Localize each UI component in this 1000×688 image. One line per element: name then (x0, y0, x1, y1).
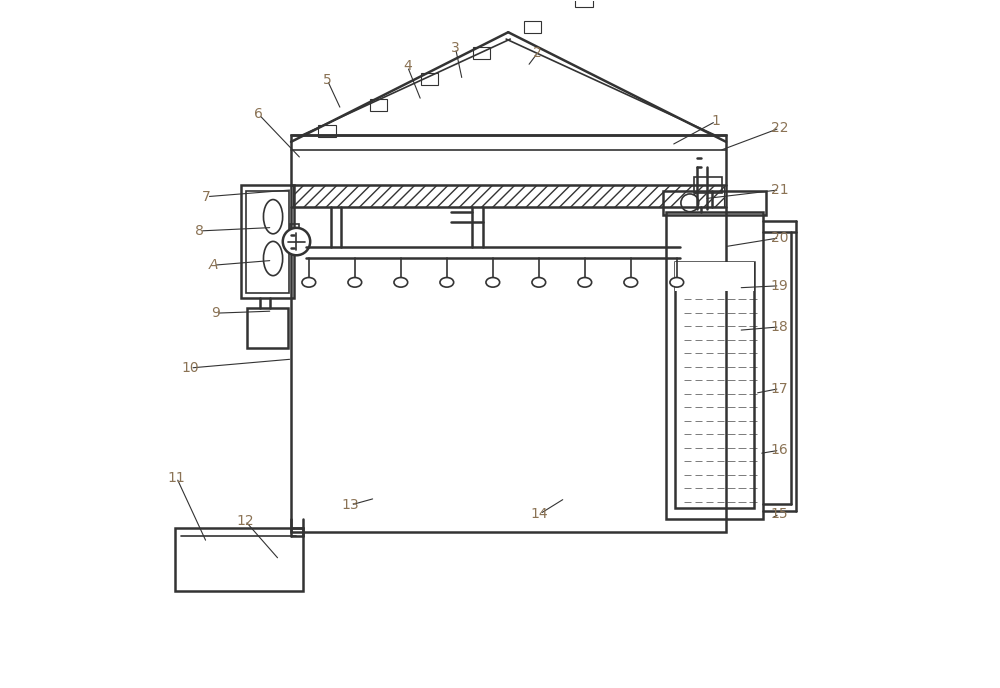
Bar (675, 261, 754, 290)
Ellipse shape (348, 277, 362, 287)
Text: 16: 16 (771, 443, 788, 458)
Ellipse shape (394, 277, 408, 287)
Text: 6: 6 (254, 107, 263, 122)
Ellipse shape (486, 277, 500, 287)
Bar (293, 185, 724, 207)
Ellipse shape (624, 277, 638, 287)
Text: 8: 8 (195, 224, 204, 238)
Text: 5: 5 (323, 73, 332, 87)
Text: 7: 7 (202, 190, 211, 204)
Bar (246, 191, 289, 292)
Text: A: A (209, 258, 218, 272)
Bar (524, 21, 541, 33)
Ellipse shape (532, 277, 546, 287)
Text: 22: 22 (771, 121, 788, 135)
Text: 19: 19 (771, 279, 788, 293)
Text: 15: 15 (771, 507, 788, 521)
Text: 14: 14 (531, 507, 549, 521)
Text: 17: 17 (771, 382, 788, 396)
Circle shape (283, 228, 310, 255)
Bar (663, 191, 766, 215)
Bar (247, 308, 288, 348)
Text: 20: 20 (771, 230, 788, 245)
Bar (291, 135, 726, 533)
Bar (666, 213, 763, 519)
Ellipse shape (578, 277, 592, 287)
Bar (370, 98, 387, 111)
Text: 4: 4 (403, 59, 412, 74)
Bar (290, 224, 299, 233)
Text: 21: 21 (771, 183, 788, 197)
Text: 18: 18 (771, 320, 788, 334)
Text: 1: 1 (711, 114, 720, 128)
Text: 13: 13 (342, 498, 359, 512)
Bar (694, 177, 722, 193)
Text: 9: 9 (211, 306, 220, 320)
Bar (318, 125, 336, 137)
Ellipse shape (440, 277, 454, 287)
Bar (421, 73, 438, 85)
Text: 12: 12 (236, 514, 254, 528)
Circle shape (681, 194, 699, 212)
Bar (473, 47, 490, 59)
Bar (575, 0, 593, 8)
Bar (175, 528, 303, 591)
Bar (241, 185, 294, 298)
Ellipse shape (670, 277, 684, 287)
Bar (675, 261, 754, 508)
Text: 3: 3 (451, 41, 460, 55)
Text: 11: 11 (168, 471, 185, 484)
Ellipse shape (302, 277, 316, 287)
Text: 10: 10 (181, 361, 199, 375)
Text: 2: 2 (533, 46, 542, 60)
